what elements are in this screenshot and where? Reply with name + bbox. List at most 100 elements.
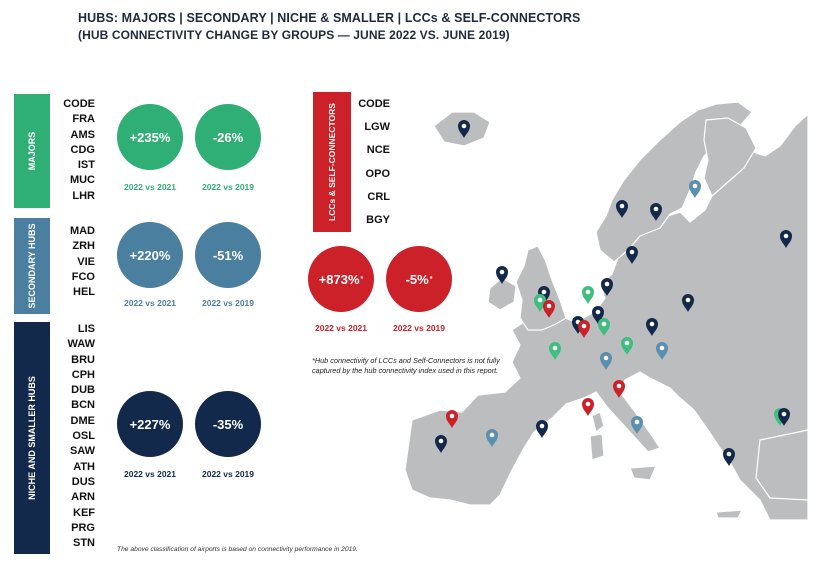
airport-code: ATH (73, 460, 95, 473)
lcc-caption-2019: 2022 vs 2019 (393, 323, 445, 333)
airport-code: HEL (73, 286, 95, 299)
map-pin-icon (578, 320, 590, 338)
lcc-change-2019-circle: -5% * (386, 246, 452, 312)
map-crete (715, 509, 743, 519)
airport-code: BCN (71, 399, 95, 412)
airport-code: KEF (73, 506, 95, 519)
map-sicily (629, 465, 657, 481)
map-pin-icon (572, 316, 584, 334)
map-pin-icon (656, 342, 668, 360)
map-pin-icon (598, 318, 610, 336)
map-pin-dot (634, 419, 640, 425)
map-anatolia (755, 429, 809, 501)
map-pin-icon (582, 286, 594, 304)
map-pin-icon (601, 278, 613, 296)
airport-code: MUC (69, 174, 95, 187)
map-pin-dot (541, 289, 547, 295)
map-pin-dot (781, 411, 787, 417)
niche-label: NICHE AND SMALLER HUBS (27, 376, 37, 500)
map-pin-icon (621, 337, 633, 355)
map-pin-dot (546, 303, 552, 309)
niche-change-2021-circle: +227% (117, 391, 183, 457)
map-pin-dot (595, 309, 601, 315)
lcc-code-list: CODE LGW NCE OPO CRL BGY (352, 93, 390, 232)
airport-code: LHR (72, 189, 95, 202)
niche-caption-2021: 2022 vs 2021 (124, 469, 176, 479)
code-header: CODE (358, 98, 390, 110)
map-sardinia (589, 433, 605, 461)
airport-code: MAD (69, 225, 95, 237)
lcc-band: LCCs & SELF-CONNECTORS (313, 92, 351, 232)
map-corsica (591, 411, 605, 433)
map-pin-icon (616, 200, 628, 218)
airport-code: OPO (365, 167, 390, 180)
niche-change-2019-circle: -35% (195, 391, 261, 457)
airport-code: ARN (71, 491, 95, 504)
airport-code: PRG (71, 521, 95, 534)
lcc-caption-2021: 2022 vs 2021 (315, 323, 367, 333)
footnote: The above classification of airports is … (117, 546, 358, 553)
map-pin-dot (438, 438, 444, 444)
map-pin-icon (486, 429, 498, 447)
map-pin-dot (649, 321, 655, 327)
map-pin-dot (601, 321, 607, 327)
map-pin-dot (783, 233, 789, 239)
majors-band: MAJORS (14, 94, 50, 208)
map-pin-dot (653, 206, 659, 212)
map-pin-dot (461, 123, 467, 129)
niche-caption-2019: 2022 vs 2019 (202, 469, 254, 479)
airport-code: DUS (71, 475, 95, 488)
map-pin-dot (585, 289, 591, 295)
airport-code: ZRH (72, 240, 95, 253)
airport-code: OSL (72, 430, 95, 443)
map-pin-dot (603, 355, 609, 361)
secondary-label: SECONDARY HUBS (27, 223, 37, 309)
airport-code: FRA (72, 113, 95, 126)
airport-code: WAW (67, 338, 96, 351)
airport-code: IST (77, 159, 95, 172)
map-pin-dot (539, 423, 545, 429)
asterisk: * (429, 275, 433, 283)
map-pin-icon (650, 203, 662, 221)
map-mainland (404, 113, 809, 521)
lcc-label: LCCs & SELF-CONNECTORS (327, 103, 337, 221)
map-pin-icon (778, 408, 790, 426)
map-pin-icon (549, 342, 561, 360)
airport-code: CDG (70, 143, 95, 156)
asterisk: * (360, 275, 364, 283)
airport-code: FCO (71, 270, 95, 283)
map-pin-icon (538, 286, 550, 304)
secondary-caption-2019: 2022 vs 2019 (202, 298, 254, 308)
map-pin-dot (537, 297, 543, 303)
map-pin-dot (449, 413, 455, 419)
majors-change-2019: -26% (212, 129, 244, 145)
majors-change-2021: +235% (129, 129, 171, 145)
airport-code: STN (73, 537, 95, 550)
map-pin-dot (659, 345, 665, 351)
map-pin-dot (629, 249, 635, 255)
airport-code: DUB (71, 384, 95, 397)
lcc-change-2021-circle: +873% * (308, 246, 374, 312)
airport-code: DME (70, 414, 95, 427)
map-pin-dot (624, 340, 630, 346)
code-header: CODE (63, 98, 95, 110)
airport-code: LIS (77, 323, 95, 335)
niche-change-2019: -35% (212, 416, 244, 432)
majors-caption-2021: 2022 vs 2021 (124, 182, 176, 192)
map-pin-icon (613, 380, 625, 398)
airport-code: BGY (366, 214, 390, 227)
map-pin-dot (604, 281, 610, 287)
lcc-note: *Hub connectivity of LCCs and Self-Conne… (312, 356, 500, 375)
map-pin-icon (534, 294, 546, 312)
map-pin-icon (446, 410, 458, 428)
majors-change-2021-circle: +235% (117, 104, 183, 170)
map-pin-dot (619, 203, 625, 209)
chart-subtitle: (HUB CONNECTIVITY CHANGE BY GROUPS — JUN… (78, 28, 510, 42)
map-pin-dot (552, 345, 558, 351)
map-pin-icon (723, 448, 735, 466)
niche-change-2021: +227% (129, 416, 171, 432)
airport-code: VIE (77, 255, 95, 268)
airport-code: AMS (70, 128, 95, 141)
majors-change-2019-circle: -26% (195, 104, 261, 170)
secondary-change-2021-circle: +220% (117, 222, 183, 288)
